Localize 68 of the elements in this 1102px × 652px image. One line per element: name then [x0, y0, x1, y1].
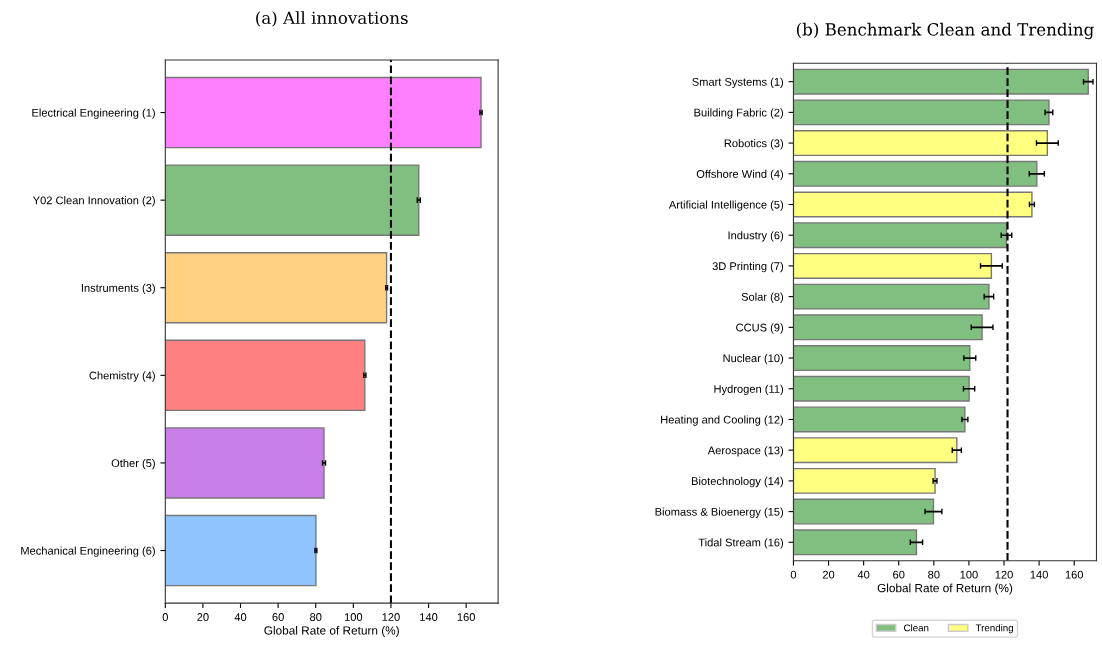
bar	[165, 514, 317, 587]
x-tick-label: 60	[893, 570, 905, 579]
x-tick-label: 80	[928, 570, 940, 579]
bar	[793, 130, 1049, 157]
y-tick-label: Smart Systems (1)	[692, 77, 784, 88]
y-tick-label: Tidal Stream (16)	[698, 538, 784, 549]
x-tick-label: 40	[234, 613, 247, 621]
bar	[165, 76, 482, 149]
y-tick-label: CCUS (9)	[736, 323, 784, 334]
x-tick-label: 0	[790, 570, 797, 579]
x-tick-label: 140	[420, 613, 438, 621]
bar	[793, 345, 971, 372]
y-tick-label: Other (5)	[111, 458, 155, 470]
bar	[793, 160, 1038, 187]
x-axis-title: Global Rate of Return (%)	[264, 625, 399, 637]
y-tick-label: Robotics (3)	[724, 139, 784, 150]
x-tick-label: 100	[344, 613, 363, 621]
y-tick-label: Solar (8)	[741, 292, 784, 303]
y-tick-label: Biotechnology (14)	[691, 476, 784, 488]
x-tick-label: 100	[960, 570, 978, 579]
y-tick-label: Hydrogen (11)	[714, 384, 784, 396]
bar	[793, 375, 970, 402]
x-tick-label: 40	[857, 570, 870, 579]
y-tick-label: Offshore Wind (4)	[696, 169, 784, 181]
y-tick-label: Aerospace (13)	[707, 446, 784, 457]
y-tick-label: Mechanical Engineering (6)	[21, 546, 155, 557]
x-tick-label: 80	[310, 613, 322, 621]
x-tick-label: 0	[162, 613, 168, 621]
y-tick-label: Instruments (3)	[81, 283, 155, 295]
chart-title: (a) All innovations	[256, 11, 408, 27]
x-tick-label: 120	[995, 570, 1013, 579]
x-tick-label: 20	[197, 613, 209, 621]
chart-title: (b) Benchmark Clean and Trending	[796, 22, 1094, 40]
y-tick-label: Nuclear (10)	[723, 354, 784, 365]
y-tick-label: Chemistry (4)	[89, 371, 155, 382]
y-tick-label: Electrical Engineering (1)	[32, 108, 155, 119]
y-tick-label: Y02 Clean Innovation (2)	[32, 196, 155, 207]
x-tick-label: 160	[1065, 570, 1084, 579]
bar	[793, 222, 1008, 249]
x-tick-label: 120	[382, 613, 400, 621]
bar	[793, 68, 1089, 95]
bar	[793, 191, 1033, 218]
legend-label: Trending	[975, 624, 1013, 634]
bar	[793, 437, 958, 464]
bar	[165, 164, 420, 236]
x-axis-title: Global Rate of Return (%)	[877, 583, 1013, 595]
x-tick-label: 140	[1030, 570, 1048, 579]
y-tick-label: Heating and Cooling (12)	[661, 415, 784, 426]
bar	[793, 252, 993, 279]
bar	[793, 406, 966, 433]
y-tick-label: Industry (6)	[728, 231, 784, 242]
bar	[793, 314, 983, 341]
bar	[165, 427, 325, 499]
x-tick-label: 160	[457, 613, 475, 621]
x-tick-label: 60	[272, 613, 284, 621]
y-tick-label: 3D Printing (7)	[712, 261, 784, 273]
bar	[793, 467, 936, 494]
bar	[793, 99, 1050, 126]
y-tick-label: Artificial Intelligence (5)	[668, 200, 784, 211]
bar	[793, 283, 990, 310]
y-tick-label: Building Fabric (2)	[694, 108, 784, 119]
bar	[793, 529, 918, 556]
x-tick-label: 20	[822, 570, 835, 579]
legend-label: Clean	[904, 624, 929, 632]
bar	[793, 498, 935, 525]
bar	[165, 339, 366, 412]
bar	[165, 252, 388, 324]
y-tick-label: Biomass & Bioenergy (15)	[655, 507, 784, 518]
